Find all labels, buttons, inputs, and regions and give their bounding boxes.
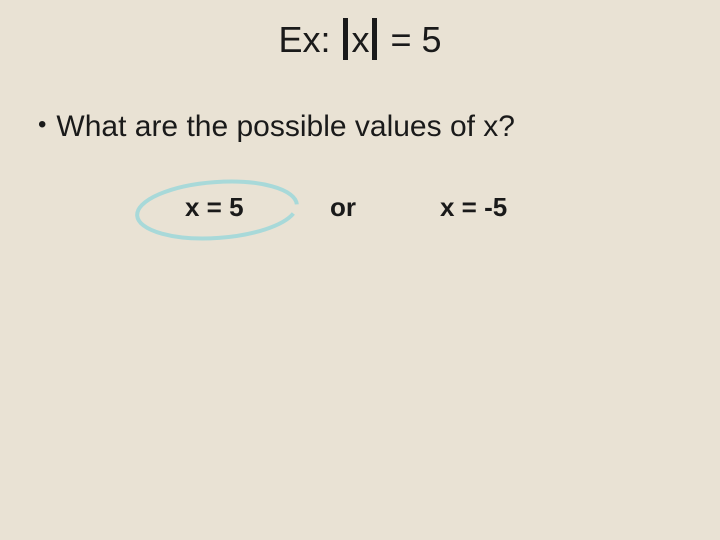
bullet-text: What are the possible values of x? [56,110,515,143]
title-inner: x [351,19,369,60]
title-prefix: Ex: [278,19,330,60]
title-suffix: = 5 [391,19,442,60]
abs-bar-right [372,18,377,60]
answer-second: x = -5 [440,192,507,223]
abs-bar-left [343,18,348,60]
answer-or: or [330,192,356,223]
bullet-line: • What are the possible values of x? [38,110,515,144]
bullet-dot-icon: • [38,111,46,139]
slide-title: Ex: x = 5 [0,18,720,61]
answer-first: x = 5 [185,192,244,223]
